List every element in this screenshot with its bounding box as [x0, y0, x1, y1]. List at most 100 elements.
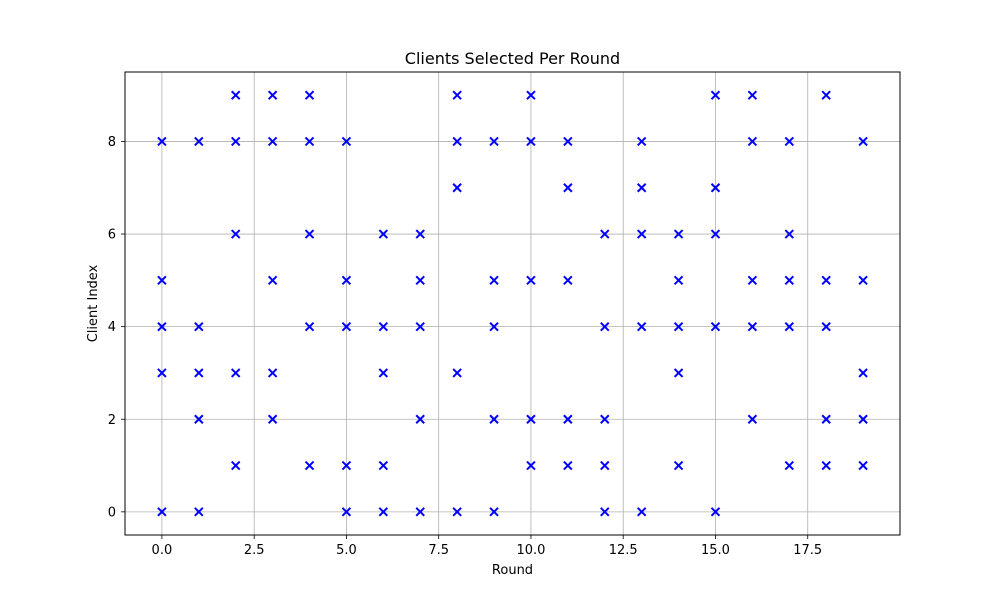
marker-stroke [600, 229, 610, 239]
data-point [526, 275, 536, 286]
marker-stroke [341, 275, 352, 286]
data-point [784, 229, 794, 239]
marker-stroke [452, 136, 462, 147]
marker-stroke [636, 183, 647, 193]
y-axis-ticks: 0 2 4 6 8 [108, 135, 125, 520]
marker-stroke [452, 183, 462, 193]
data-point [821, 414, 831, 424]
data-point [636, 136, 647, 147]
data-point [231, 90, 241, 100]
data-point [858, 414, 868, 424]
data-point [267, 414, 278, 424]
marker-stroke [858, 136, 868, 147]
marker-stroke [489, 321, 499, 332]
data-point [784, 136, 794, 147]
data-point [341, 507, 352, 517]
data-point [157, 321, 167, 332]
data-point [858, 136, 868, 147]
marker-stroke [600, 321, 610, 332]
data-point [821, 275, 831, 286]
marker-stroke [673, 321, 684, 332]
marker-stroke [821, 90, 831, 100]
marker-stroke [489, 507, 499, 517]
marker-stroke [784, 460, 794, 471]
data-point [563, 460, 573, 471]
data-point [194, 414, 204, 424]
marker-stroke [858, 368, 868, 378]
data-point [600, 460, 610, 471]
marker-stroke [673, 368, 684, 378]
marker-stroke [710, 90, 721, 100]
marker-stroke [526, 136, 536, 147]
marker-stroke [304, 460, 315, 471]
data-point [378, 368, 389, 378]
marker-stroke [415, 414, 425, 424]
marker-stroke [710, 507, 721, 517]
marker-stroke [341, 507, 352, 517]
marker-stroke [600, 507, 610, 517]
marker-stroke [304, 229, 315, 239]
data-point [710, 183, 721, 193]
marker-stroke [489, 275, 499, 286]
data-point [600, 321, 610, 332]
marker-stroke [231, 136, 241, 147]
marker-stroke [378, 460, 389, 471]
marker-stroke [747, 136, 758, 147]
marker-stroke [526, 414, 536, 424]
data-point [489, 321, 499, 332]
marker-stroke [673, 460, 684, 471]
data-point [452, 507, 462, 517]
marker-stroke [378, 507, 389, 517]
marker-stroke [563, 136, 573, 147]
data-point [267, 368, 278, 378]
data-point [526, 460, 536, 471]
data-point [194, 136, 204, 147]
data-point [157, 275, 167, 286]
marker-stroke [784, 275, 794, 286]
data-point [231, 136, 241, 147]
marker-stroke [526, 460, 536, 471]
x-tick-label: 5.0 [336, 543, 357, 558]
data-point [267, 275, 278, 286]
marker-stroke [673, 229, 684, 239]
data-point [415, 229, 425, 239]
data-point [489, 414, 499, 424]
data-point [600, 229, 610, 239]
marker-stroke [563, 414, 573, 424]
marker-stroke [747, 275, 758, 286]
marker-stroke [784, 136, 794, 147]
marker-stroke [747, 90, 758, 100]
marker-stroke [821, 460, 831, 471]
marker-stroke [341, 460, 352, 471]
data-point [563, 414, 573, 424]
data-point [821, 321, 831, 332]
data-point [452, 368, 462, 378]
marker-stroke [194, 321, 204, 332]
marker-stroke [415, 507, 425, 517]
marker-stroke [784, 321, 794, 332]
x-tick-label: 15.0 [701, 543, 730, 558]
data-point [563, 275, 573, 286]
y-axis-label: Client Index [86, 264, 101, 342]
data-point [784, 460, 794, 471]
marker-stroke [378, 229, 389, 239]
data-point [673, 229, 684, 239]
marker-stroke [784, 229, 794, 239]
marker-stroke [636, 507, 647, 517]
data-point [526, 414, 536, 424]
marker-stroke [563, 275, 573, 286]
marker-stroke [231, 460, 241, 471]
marker-stroke [636, 321, 647, 332]
data-point [489, 507, 499, 517]
marker-stroke [710, 229, 721, 239]
data-point [304, 460, 315, 471]
marker-stroke [378, 368, 389, 378]
x-tick-label: 12.5 [609, 543, 638, 558]
marker-stroke [821, 414, 831, 424]
x-tick-label: 7.5 [428, 543, 449, 558]
data-point [341, 321, 352, 332]
data-point [341, 460, 352, 471]
data-point [747, 321, 758, 332]
